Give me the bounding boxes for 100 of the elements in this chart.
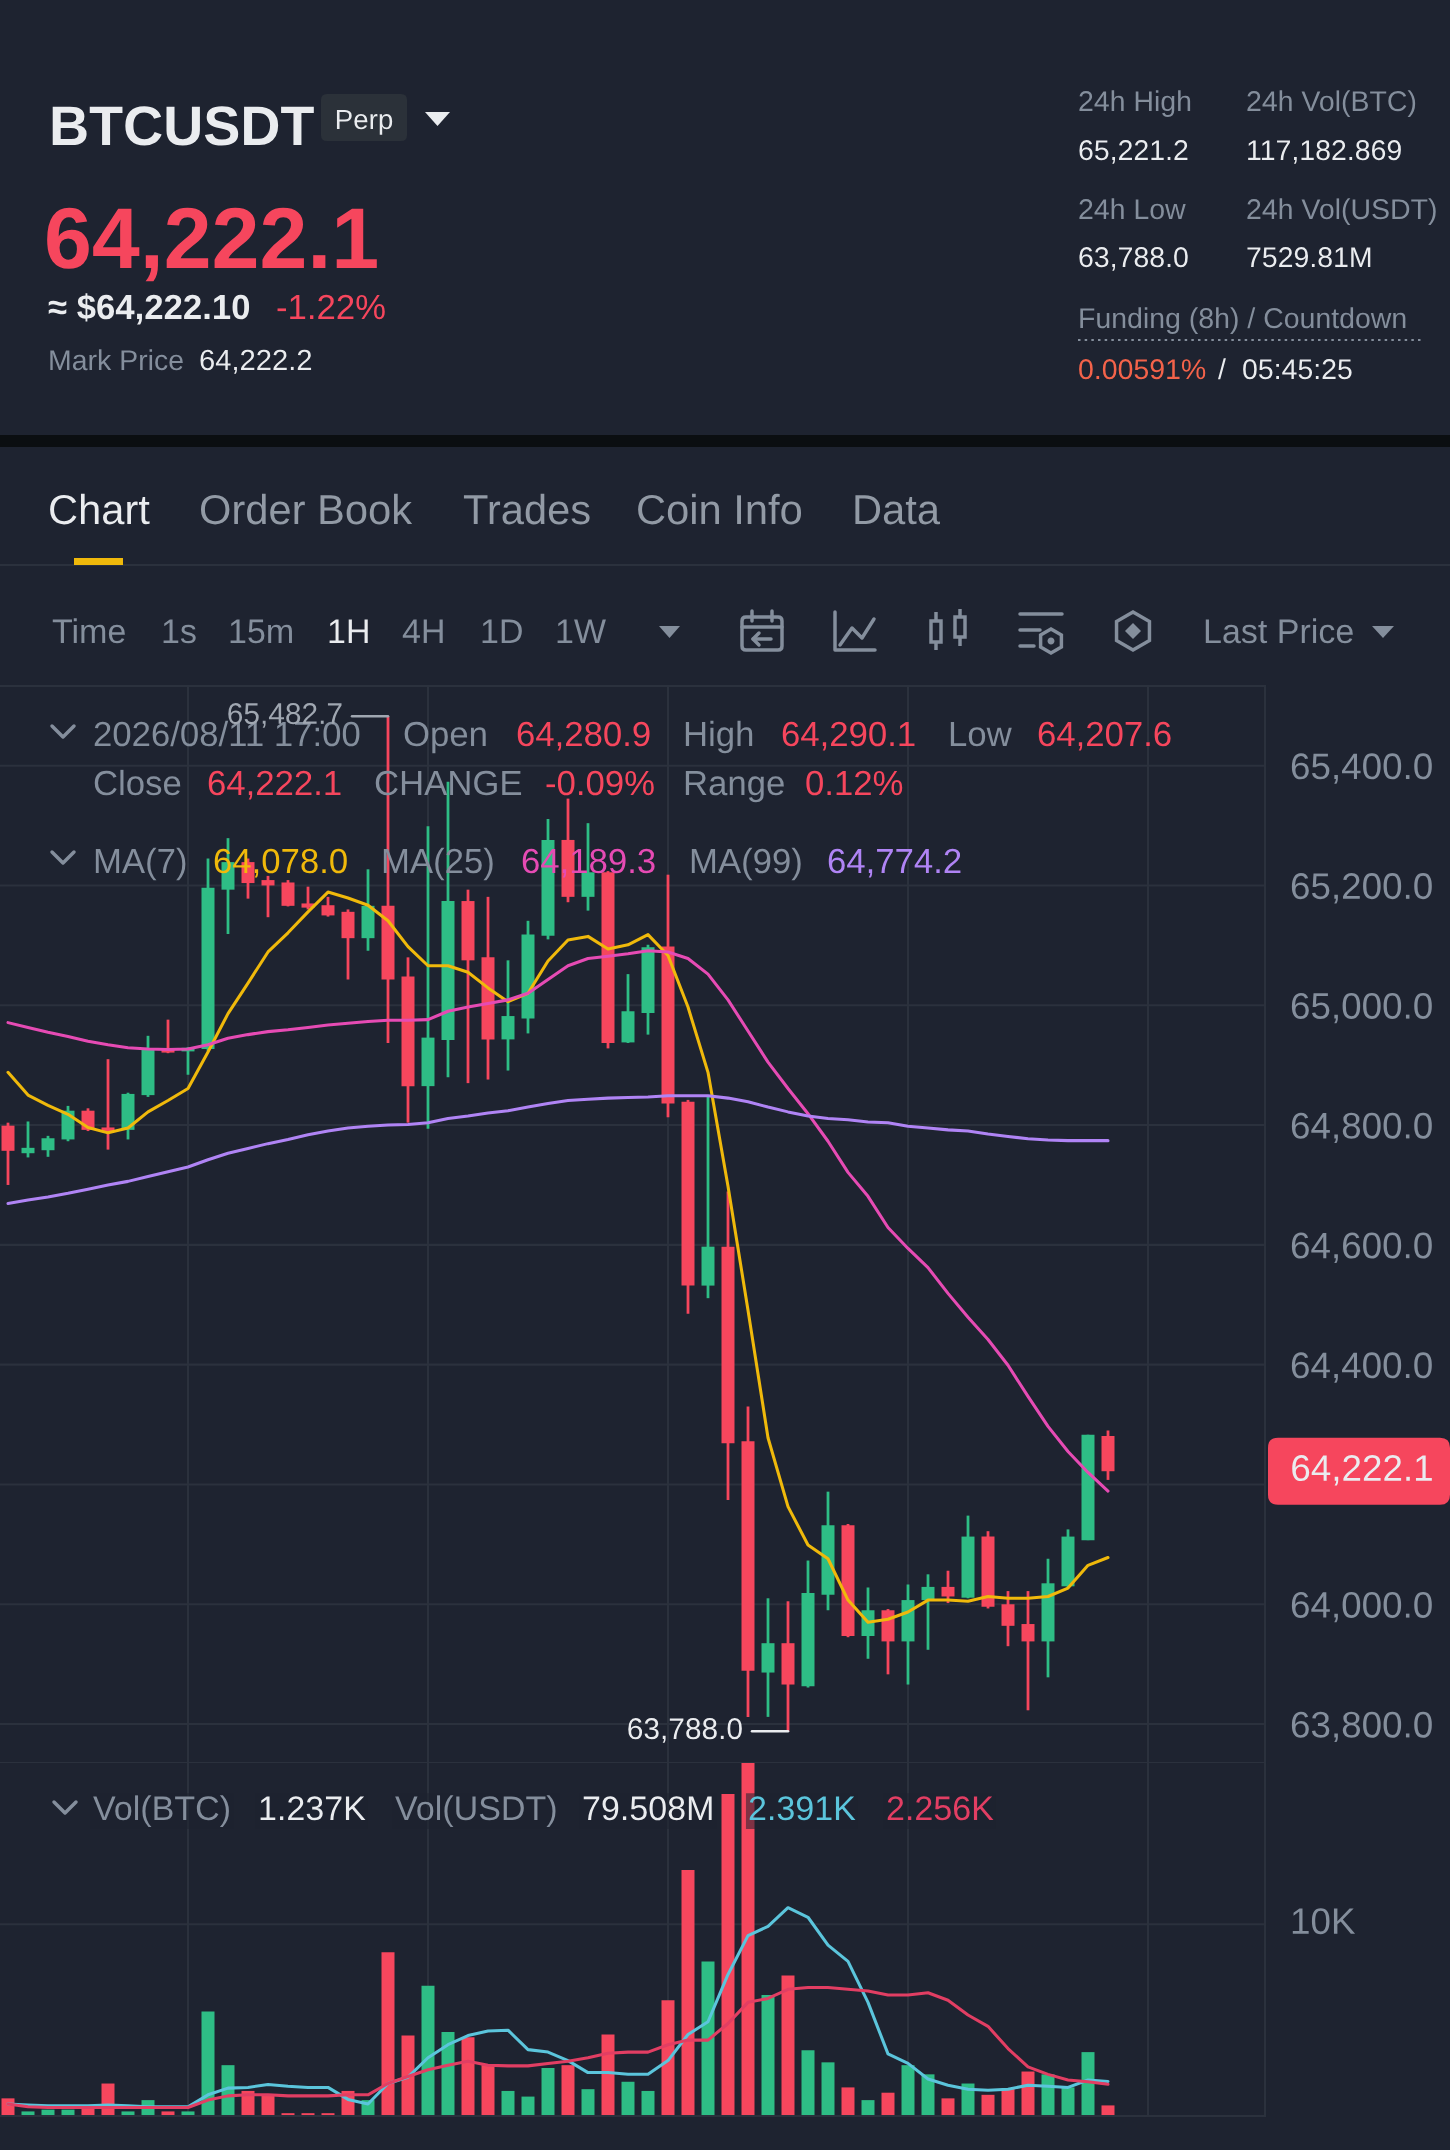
bar xyxy=(561,2065,575,2116)
text: 64,222.1 xyxy=(1292,1455,1432,1486)
candlestick xyxy=(321,895,335,918)
bar xyxy=(161,2111,175,2116)
line-series xyxy=(6,1094,1110,1206)
text: 1s xyxy=(163,619,196,644)
text: 24h Vol(USDT) xyxy=(1247,198,1436,225)
y-tick-label: 65,400.0 xyxy=(1291,753,1432,784)
y-tick-label: 65,200.0 xyxy=(1291,873,1432,904)
ref-line-label: 10K xyxy=(1292,1908,1356,1935)
candlestick xyxy=(21,1120,35,1159)
text: Trades xyxy=(463,493,590,525)
bar xyxy=(401,2035,415,2116)
annotation: Vol(BTC) xyxy=(93,1795,229,1828)
text: 24h Vol(BTC) xyxy=(1247,90,1416,117)
bar xyxy=(621,2081,635,2116)
bar xyxy=(801,2050,815,2116)
text: 7529.81M xyxy=(1247,247,1371,268)
bar xyxy=(721,1794,735,2116)
text: 0.00591% xyxy=(1079,359,1206,380)
text: Time xyxy=(52,618,125,644)
annotation: 64,207.6 xyxy=(1038,721,1171,751)
candlestick xyxy=(1021,1589,1035,1712)
annotation: MA(7) xyxy=(95,847,186,881)
y-tick-label: 64,800.0 xyxy=(1291,1112,1432,1144)
text: 63,788.0 xyxy=(1079,247,1188,271)
text: Coin Info xyxy=(638,493,802,525)
candlestick xyxy=(281,878,295,908)
annotation: Close xyxy=(94,769,181,796)
annotation: 2.256K xyxy=(887,1796,994,1821)
candlestick xyxy=(41,1134,55,1159)
annotation: High xyxy=(685,720,753,754)
text: 05:45:25 xyxy=(1243,359,1352,380)
bar xyxy=(601,2034,615,2116)
annotation: Vol(USDT) xyxy=(395,1795,556,1828)
text: Funding (8h) / Countdown xyxy=(1080,307,1406,334)
bar xyxy=(661,2000,675,2116)
annotation: 0.12% xyxy=(806,770,903,796)
text: 15m xyxy=(230,619,292,644)
bar xyxy=(1101,2105,1115,2116)
bar xyxy=(541,2067,555,2116)
y-tick-label: 63,800.0 xyxy=(1291,1711,1432,1743)
text: 1W xyxy=(557,619,606,643)
annotation: 64,290.1 xyxy=(782,721,915,751)
text: 64,222.1 xyxy=(47,207,377,282)
annotation: 64,774.2 xyxy=(828,848,961,878)
annotation: Low xyxy=(950,722,1012,747)
bar xyxy=(381,1952,395,2116)
bar xyxy=(921,2074,935,2116)
bar xyxy=(861,2100,875,2116)
y-tick-label: 64,600.0 xyxy=(1291,1232,1432,1263)
annotation: MA(99) xyxy=(691,847,801,881)
text: Perp xyxy=(336,109,393,135)
bar xyxy=(581,2089,595,2116)
text: ≈ $64,222.10 xyxy=(48,293,250,325)
text: 1H xyxy=(329,619,368,643)
annotation: 64,280.9 xyxy=(517,721,650,751)
text: 64,222.2 xyxy=(200,349,312,374)
candlestick xyxy=(921,1572,935,1652)
text: BTCUSDT xyxy=(52,106,314,146)
annotation: -0.09% xyxy=(546,770,654,796)
bar xyxy=(461,2037,475,2116)
text: Chart xyxy=(50,493,150,525)
text: -1.22% xyxy=(277,294,385,320)
bar xyxy=(821,2062,835,2116)
candlestick xyxy=(101,1057,115,1152)
text: 1D xyxy=(482,619,522,643)
text: Data xyxy=(855,495,941,525)
text: / xyxy=(1218,358,1226,380)
bar xyxy=(981,2094,995,2116)
text: 65,221.2 xyxy=(1079,140,1188,164)
bar xyxy=(781,1975,795,2116)
bar xyxy=(201,2011,215,2116)
bar xyxy=(521,2096,535,2116)
text: Last Price xyxy=(1205,618,1353,644)
y-tick-label: 64,000.0 xyxy=(1291,1591,1432,1623)
text: 4H xyxy=(402,619,443,643)
bar xyxy=(501,2090,515,2116)
line-series xyxy=(6,949,1110,1493)
candlestick xyxy=(1001,1589,1015,1648)
annotation: 79.508M xyxy=(583,1796,712,1821)
text: Order Book xyxy=(200,493,413,525)
text: Mark Price xyxy=(50,349,183,371)
y-tick-label: 65,000.0 xyxy=(1291,992,1432,1024)
bar xyxy=(1061,2087,1075,2116)
bar xyxy=(841,2087,855,2116)
bar xyxy=(701,1961,715,2116)
text: 24h Low xyxy=(1079,198,1186,220)
bar xyxy=(1021,2071,1035,2116)
annotation: 64,222.1 xyxy=(208,770,341,800)
text: 24h High xyxy=(1079,90,1191,117)
annotation: Range xyxy=(685,771,784,803)
annotation: 63,788.0 xyxy=(628,1718,742,1743)
bar xyxy=(21,2111,35,2116)
annotation: Open xyxy=(404,721,486,754)
line-series xyxy=(6,890,1110,1624)
bar xyxy=(481,2065,495,2116)
y-tick-label: 64,400.0 xyxy=(1291,1352,1432,1383)
text: 117,182.869 xyxy=(1248,140,1401,164)
candlestick xyxy=(501,958,515,1072)
